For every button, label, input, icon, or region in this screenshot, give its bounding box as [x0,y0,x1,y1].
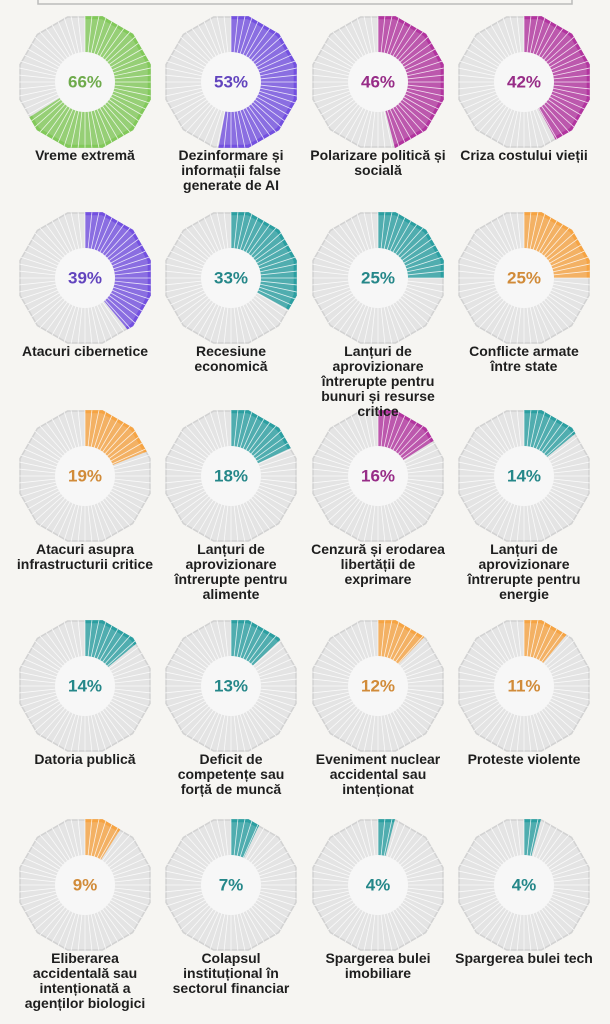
category-label: Eveniment nuclear accidental sau intenți… [315,751,441,797]
inner-circle [201,656,261,716]
category-label: Lanțuri de aprovizionare întrerupte pent… [467,541,581,602]
value-label: 33% [214,268,248,287]
value-label: 4% [512,875,537,894]
value-label: 66% [68,72,102,91]
value-label: 53% [214,72,248,91]
inner-circle [348,855,408,915]
value-label: 14% [68,676,102,695]
category-label: Deficit de competențe sau forță de muncă [177,751,285,797]
inner-circle [494,446,554,506]
category-label: Atacuri asupra infrastructurii critice [16,541,154,572]
inner-circle [494,656,554,716]
value-label: 25% [361,268,395,287]
inner-circle [348,656,408,716]
category-label: Conflicte armate între state [469,343,579,374]
value-label: 4% [366,875,391,894]
category-label: Eliberarea accidentală sau intenționată … [24,950,146,1011]
inner-circle [55,248,115,308]
category-label: Datoria publică [34,751,136,767]
category-label: Proteste violente [467,751,581,767]
value-label: 46% [361,72,395,91]
inner-circle [55,446,115,506]
value-label: 12% [361,676,395,695]
category-label: Cenzură și erodarea libertății de exprim… [311,541,445,587]
category-label: Recesiune economică [194,343,268,374]
inner-circle [55,52,115,112]
value-label: 16% [361,466,395,485]
value-label: 42% [507,72,541,91]
inner-circle [55,855,115,915]
category-label: Atacuri cibernetice [21,343,149,359]
inner-circle [201,446,261,506]
category-label: Dezinformare și informații false generat… [178,147,284,193]
value-label: 39% [68,268,102,287]
value-label: 7% [219,875,244,894]
inner-circle [494,248,554,308]
value-label: 18% [214,466,248,485]
inner-circle [348,248,408,308]
value-label: 14% [507,466,541,485]
value-label: 9% [73,875,98,894]
inner-circle [494,52,554,112]
inner-circle [201,52,261,112]
category-label: Colapsul instituțional în sectorul finan… [172,950,290,996]
category-label: Spargerea bulei imobiliare [325,950,431,981]
value-label: 13% [214,676,248,695]
inner-circle [201,248,261,308]
value-label: 25% [507,268,541,287]
category-label: Vreme extremă [35,147,135,163]
inner-circle [348,52,408,112]
inner-circle [201,855,261,915]
top-box [37,0,573,5]
inner-circle [55,656,115,716]
category-label: Lanțuri de aprovizionare întrerupte pent… [174,541,288,602]
value-label: 19% [68,466,102,485]
category-label: Lanțuri de aprovizionare întrerupte pent… [321,343,435,419]
inner-circle [348,446,408,506]
inner-circle [494,855,554,915]
category-label: Spargerea bulei tech [455,950,593,966]
value-label: 11% [507,676,540,695]
category-label: Polarizare politică și socială [310,147,446,178]
category-label: Criza costului vieții [460,147,588,163]
